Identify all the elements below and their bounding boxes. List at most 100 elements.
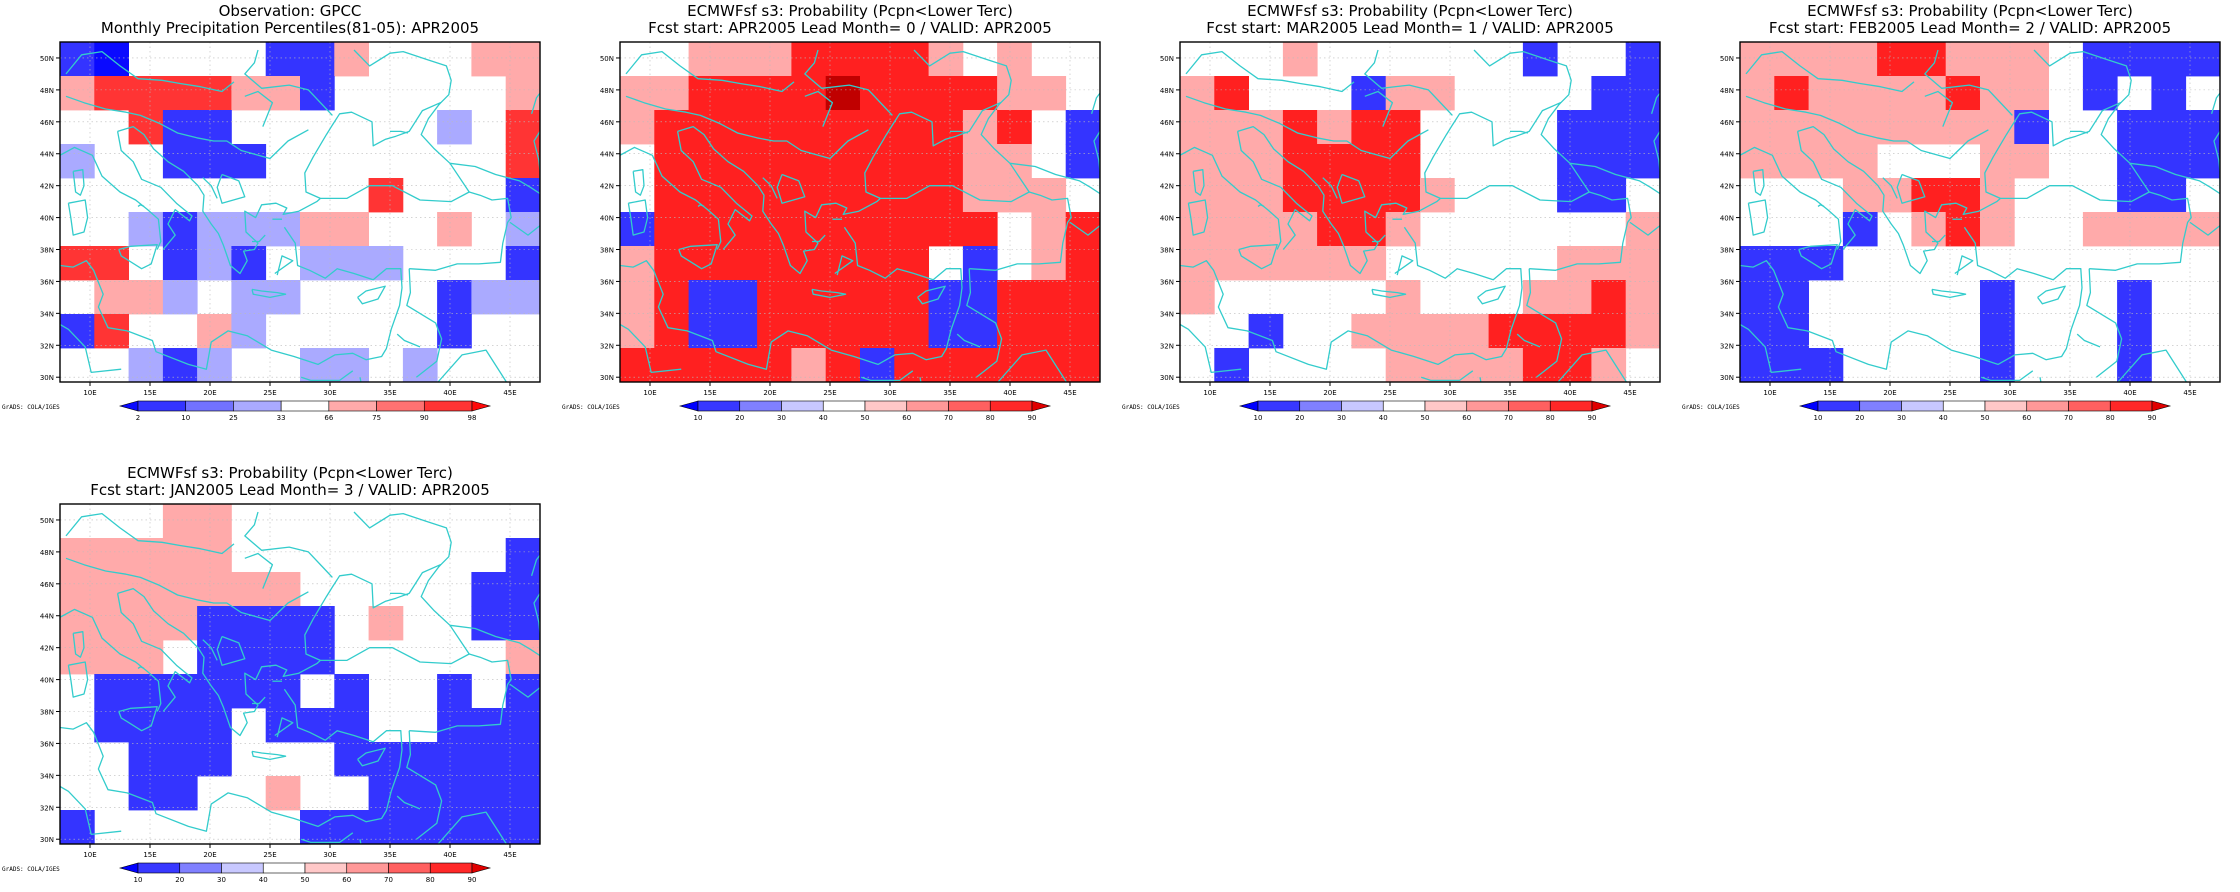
grid-cell — [791, 110, 827, 145]
lon-label: 20E — [1323, 389, 1336, 397]
grid-cell — [1031, 212, 1067, 247]
grid-cell — [1351, 314, 1387, 349]
grid-cell — [757, 314, 792, 349]
grid-cell — [1317, 246, 1352, 281]
grid-cell — [2117, 212, 2152, 247]
grid-cell — [162, 606, 198, 641]
grads-credit: GrADS: COLA/IGES — [2, 866, 60, 873]
grid-cell — [722, 42, 758, 77]
grid-cell — [962, 212, 998, 247]
grid-cell — [1385, 110, 1421, 145]
color-bar-label: 60 — [1462, 414, 1471, 422]
grid-cell — [1591, 110, 1627, 145]
grid-cell — [1282, 144, 1318, 179]
grid-cell — [128, 742, 164, 777]
grid-cell — [654, 212, 689, 247]
grid-cell — [997, 280, 1032, 315]
grid-cell — [2117, 280, 2152, 315]
lat-label: 46N — [600, 119, 614, 127]
grid-cell — [197, 708, 232, 743]
coastlines — [620, 49, 1100, 382]
lon-label: 40E — [443, 389, 456, 397]
grid-cell — [2185, 42, 2221, 77]
grid-cell — [162, 246, 198, 281]
grid-cell — [757, 42, 792, 77]
color-bar-label: 90 — [1028, 414, 1037, 422]
grid-cell — [688, 144, 724, 179]
grid-cell — [860, 314, 895, 349]
grid-cell — [1877, 42, 1912, 77]
grid-cell — [1282, 212, 1318, 247]
color-bar-swatch — [1549, 400, 1593, 412]
color-bar-label: 70 — [1504, 414, 1513, 422]
grid-cell — [2117, 178, 2152, 213]
grid-cell — [94, 246, 129, 281]
color-bar-swatch — [2109, 400, 2153, 412]
grid-cell — [1214, 212, 1249, 247]
color-bar-label: 20 — [1295, 414, 1304, 422]
grid-cell — [688, 42, 724, 77]
color-bar-swatch — [262, 862, 306, 874]
lat-label: 34N — [1720, 310, 1734, 318]
grid-cell — [1808, 144, 1844, 179]
grid-cell — [860, 110, 895, 145]
grid-cell — [162, 110, 198, 145]
lon-label: 20E — [203, 389, 216, 397]
grid-cell — [825, 144, 861, 179]
grid-cell — [962, 178, 998, 213]
grid-cell — [1808, 42, 1844, 77]
grid-cell — [1065, 144, 1101, 179]
grid-cell — [2117, 42, 2152, 77]
grid-cell — [620, 314, 655, 349]
grid-cell — [94, 76, 129, 111]
color-bar-label: 80 — [426, 876, 435, 884]
grid-cell — [1842, 110, 1878, 145]
grid-cell — [128, 348, 164, 383]
color-bar-label: 33 — [277, 414, 286, 422]
lon-label: 45E — [503, 851, 516, 859]
color-bar-label: 30 — [1337, 414, 1346, 422]
color-bar-swatch — [2068, 400, 2111, 412]
grid-cell — [1980, 314, 2015, 349]
grid-cell — [197, 742, 232, 777]
grid-cell — [265, 640, 301, 675]
grid-cell — [265, 572, 301, 607]
lat-label: 48N — [40, 87, 54, 95]
grid-cell — [1557, 144, 1592, 179]
grid-cell — [825, 314, 861, 349]
grid-cell — [825, 212, 861, 247]
grid-cell — [197, 504, 232, 539]
grid-cell — [1740, 76, 1775, 111]
lat-label: 34N — [600, 310, 614, 318]
coastlines — [60, 49, 540, 382]
grid-cell — [1351, 246, 1387, 281]
grid-cell — [997, 178, 1032, 213]
color-bar-swatch — [280, 400, 330, 412]
grid-cell — [894, 76, 929, 111]
grid-cell — [1980, 348, 2015, 383]
lat-label: 32N — [600, 342, 614, 350]
grid-cell — [997, 42, 1032, 77]
grid-cell — [1248, 246, 1284, 281]
color-bar-low-arrow — [1238, 400, 1259, 412]
color-bar-label: 10 — [1254, 414, 1263, 422]
panel-title-line2: Fcst start: JAN2005 Lead Month= 3 / VALI… — [90, 481, 490, 499]
grid-cell — [1842, 212, 1878, 247]
grid-cell — [231, 280, 267, 315]
grid-cell — [757, 348, 792, 383]
lon-label: 10E — [1203, 389, 1216, 397]
grads-credit: GrADS: COLA/IGES — [1122, 404, 1180, 411]
panel-lead0: ECMWFsf s3: Probability (Pcpn<Lower Terc… — [560, 0, 1120, 430]
grid-cell — [825, 110, 861, 145]
grid-cell — [437, 708, 472, 743]
lon-label: 25E — [263, 851, 276, 859]
lat-label: 38N — [1720, 247, 1734, 255]
grid-cell — [197, 246, 232, 281]
grid-cell — [1740, 246, 1775, 281]
lon-label: 15E — [1823, 389, 1836, 397]
graticule — [60, 42, 540, 382]
lat-label: 44N — [1160, 151, 1174, 159]
grid-cell — [231, 674, 267, 709]
grid-cell — [791, 348, 827, 383]
grid-cell — [437, 314, 472, 349]
